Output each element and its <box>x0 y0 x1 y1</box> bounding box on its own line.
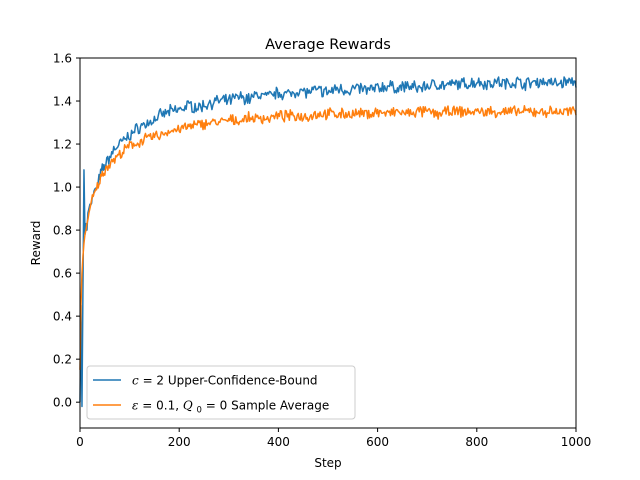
plot-frame <box>79 57 577 429</box>
y-tick-label: 0.0 <box>53 396 72 410</box>
legend-eps-eq2: = 0 Sample Average <box>206 399 329 413</box>
series-layer <box>79 76 577 408</box>
legend-q-symbol: Q <box>183 399 193 413</box>
legend-entry-ucb: c = 2 Upper-Confidence-Bound <box>132 374 318 388</box>
series-line-ucb <box>79 76 577 408</box>
y-tick-label: 1.0 <box>53 181 72 195</box>
legend-ucb-rest: = 2 Upper-Confidence-Bound <box>143 374 318 388</box>
series-line-epsilon-greedy <box>79 105 577 370</box>
legend-box <box>86 365 356 420</box>
y-axis-label: Reward <box>29 221 43 266</box>
legend-eps-symbol: ε <box>132 399 138 413</box>
x-tick-label: 600 <box>366 435 389 449</box>
x-axis-ticks: 0 200 400 600 800 1000 <box>76 428 591 449</box>
x-tick-label: 400 <box>267 435 290 449</box>
legend-q-subscript: 0 <box>197 406 202 416</box>
y-tick-label: 1.4 <box>53 95 72 109</box>
y-tick-label: 1.6 <box>53 52 72 66</box>
x-tick-label: 200 <box>168 435 191 449</box>
legend: c = 2 Upper-Confidence-Bound ε = 0.1, Q … <box>86 365 356 420</box>
y-tick-label: 0.4 <box>53 310 72 324</box>
y-tick-label: 1.2 <box>53 138 72 152</box>
x-axis-label: Step <box>314 456 341 470</box>
x-tick-label: 0 <box>76 435 84 449</box>
x-tick-label: 1000 <box>561 435 592 449</box>
y-tick-label: 0.8 <box>53 224 72 238</box>
y-tick-label: 0.2 <box>53 353 72 367</box>
legend-eps-eq1: = 0.1, <box>142 399 183 413</box>
y-tick-label: 0.6 <box>53 267 72 281</box>
x-tick-label: 800 <box>465 435 488 449</box>
y-axis-ticks: 0.0 0.2 0.4 0.6 0.8 1.0 1.2 1.4 1.6 <box>53 52 80 410</box>
chart-title: Average Rewards <box>265 37 391 53</box>
legend-entry-eps: ε = 0.1, Q 0 = 0 Sample Average <box>132 399 329 416</box>
legend-ucb-c-symbol: c <box>132 374 139 388</box>
